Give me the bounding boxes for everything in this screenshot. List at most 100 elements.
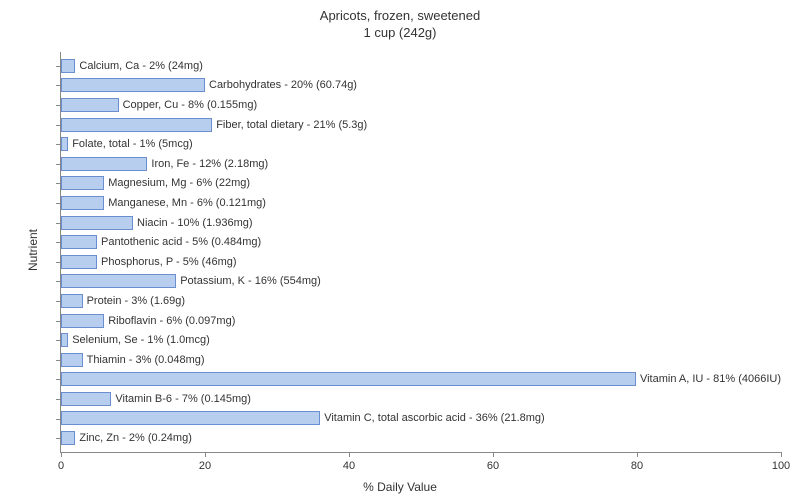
bar-label: Pantothenic acid - 5% (0.484mg) [101,236,261,248]
bar-row: Fiber, total dietary - 21% (5.3g) [61,118,781,132]
ytick-mark [56,105,61,106]
ytick-mark [56,242,61,243]
bar-label: Vitamin C, total ascorbic acid - 36% (21… [324,412,545,424]
bar [61,78,205,92]
bar-row: Phosphorus, P - 5% (46mg) [61,255,781,269]
bar-label: Protein - 3% (1.69g) [87,295,185,307]
bar-row: Thiamin - 3% (0.048mg) [61,353,781,367]
xtick-mark [205,452,206,457]
bar-label: Zinc, Zn - 2% (0.24mg) [79,432,191,444]
ytick-mark [56,125,61,126]
ytick-mark [56,281,61,282]
ytick-mark [56,203,61,204]
bar [61,314,104,328]
bar-row: Protein - 3% (1.69g) [61,294,781,308]
bar-row: Magnesium, Mg - 6% (22mg) [61,176,781,190]
bar-label: Vitamin B-6 - 7% (0.145mg) [115,393,251,405]
ytick-mark [56,438,61,439]
bar-label: Magnesium, Mg - 6% (22mg) [108,177,250,189]
bar [61,59,75,73]
xtick-mark [781,452,782,457]
bar [61,235,97,249]
bar-label: Carbohydrates - 20% (60.74g) [209,79,357,91]
xtick-mark [493,452,494,457]
bar-row: Carbohydrates - 20% (60.74g) [61,78,781,92]
bar [61,392,111,406]
bar [61,176,104,190]
ytick-mark [56,164,61,165]
bar [61,98,119,112]
bar-row: Selenium, Se - 1% (1.0mcg) [61,333,781,347]
ytick-mark [56,262,61,263]
bar-label: Calcium, Ca - 2% (24mg) [79,60,202,72]
ytick-mark [56,340,61,341]
ytick-mark [56,301,61,302]
bar-row: Potassium, K - 16% (554mg) [61,274,781,288]
xtick-label: 60 [487,460,499,472]
ytick-mark [56,399,61,400]
xtick-label: 100 [772,460,790,472]
ytick-mark [56,85,61,86]
xtick-label: 40 [343,460,355,472]
bar [61,411,320,425]
bar-label: Vitamin A, IU - 81% (4066IU) [640,373,781,385]
bar-label: Folate, total - 1% (5mcg) [72,138,192,150]
bar-row: Copper, Cu - 8% (0.155mg) [61,98,781,112]
bar-row: Vitamin B-6 - 7% (0.145mg) [61,392,781,406]
ytick-mark [56,379,61,380]
bar-label: Riboflavin - 6% (0.097mg) [108,315,235,327]
ytick-mark [56,223,61,224]
bar-label: Selenium, Se - 1% (1.0mcg) [72,334,210,346]
bar [61,353,83,367]
xtick-mark [637,452,638,457]
bar [61,274,176,288]
y-axis-label: Nutrient [26,229,40,271]
bar-row: Manganese, Mn - 6% (0.121mg) [61,196,781,210]
xtick-label: 20 [199,460,211,472]
chart-title: Apricots, frozen, sweetened 1 cup (242g) [0,0,800,42]
bar-label: Potassium, K - 16% (554mg) [180,275,321,287]
bar [61,333,68,347]
ytick-mark [56,183,61,184]
bar-row: Pantothenic acid - 5% (0.484mg) [61,235,781,249]
bar-row: Riboflavin - 6% (0.097mg) [61,314,781,328]
xtick-mark [61,452,62,457]
ytick-mark [56,66,61,67]
title-line1: Apricots, frozen, sweetened [320,8,480,23]
xtick-mark [349,452,350,457]
nutrition-chart: Apricots, frozen, sweetened 1 cup (242g)… [0,0,800,500]
bar-row: Folate, total - 1% (5mcg) [61,137,781,151]
bar-row: Vitamin A, IU - 81% (4066IU) [61,372,781,386]
bar [61,431,75,445]
bar [61,196,104,210]
bar-row: Vitamin C, total ascorbic acid - 36% (21… [61,411,781,425]
bar-label: Fiber, total dietary - 21% (5.3g) [216,119,367,131]
bar-label: Iron, Fe - 12% (2.18mg) [151,158,268,170]
bar-row: Niacin - 10% (1.936mg) [61,216,781,230]
bar [61,372,636,386]
xtick-label: 80 [631,460,643,472]
bar-label: Thiamin - 3% (0.048mg) [87,354,205,366]
plot-area: Calcium, Ca - 2% (24mg) Carbohydrates - 2… [60,52,781,453]
title-line2: 1 cup (242g) [364,25,437,40]
bar [61,118,212,132]
ytick-mark [56,321,61,322]
xtick-label: 0 [58,460,64,472]
bar-label: Niacin - 10% (1.936mg) [137,217,253,229]
ytick-mark [56,144,61,145]
ytick-mark [56,360,61,361]
bar [61,216,133,230]
bar-label: Phosphorus, P - 5% (46mg) [101,256,237,268]
bar-row: Zinc, Zn - 2% (0.24mg) [61,431,781,445]
bar-label: Manganese, Mn - 6% (0.121mg) [108,197,266,209]
bar [61,294,83,308]
bar-row: Calcium, Ca - 2% (24mg) [61,59,781,73]
bar [61,157,147,171]
bar [61,255,97,269]
bar-row: Iron, Fe - 12% (2.18mg) [61,157,781,171]
ytick-mark [56,419,61,420]
bar-label: Copper, Cu - 8% (0.155mg) [123,99,258,111]
bar [61,137,68,151]
bars-container: Calcium, Ca - 2% (24mg) Carbohydrates - 2… [61,56,781,448]
x-axis-label: % Daily Value [363,480,437,494]
